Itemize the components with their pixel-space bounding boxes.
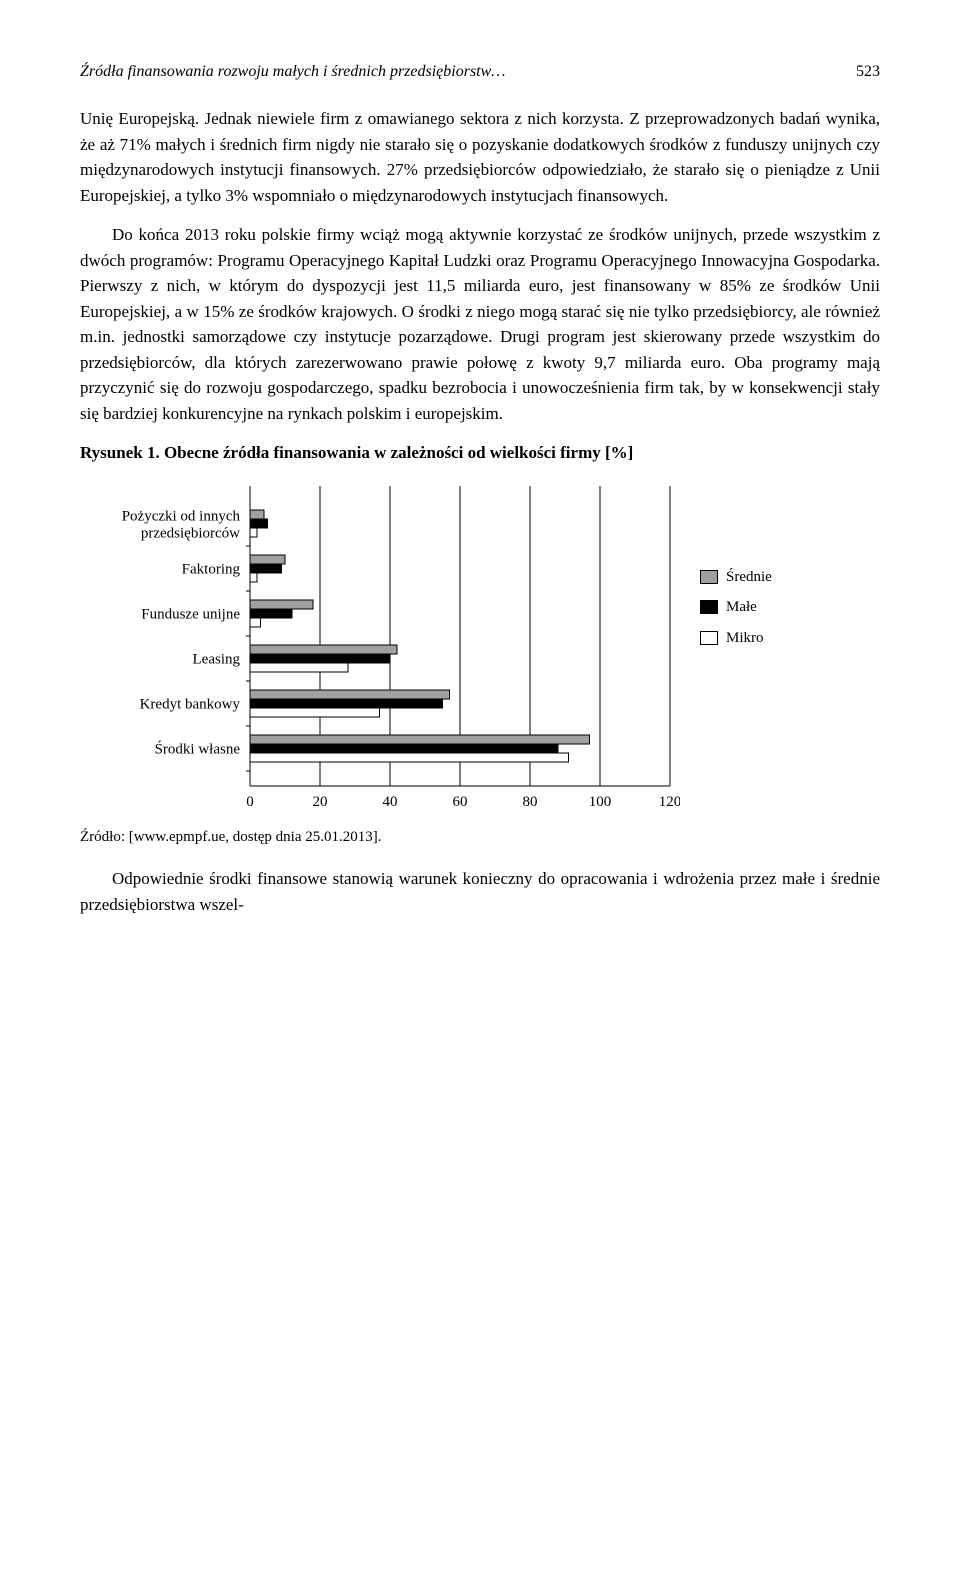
svg-text:80: 80 xyxy=(523,794,538,810)
svg-text:Leasing: Leasing xyxy=(193,651,241,667)
legend-swatch xyxy=(700,600,718,614)
figure-source: Źródło: [www.epmpf.ue, dostęp dnia 25.01… xyxy=(80,826,880,849)
page-number: 523 xyxy=(856,60,880,84)
legend-label: Średnie xyxy=(726,566,772,589)
running-title: Źródła finansowania rozwoju małych i śre… xyxy=(80,60,506,84)
body-paragraph: Unię Europejską. Jednak niewiele firm z … xyxy=(80,106,880,208)
legend-item: Mikro xyxy=(700,627,772,650)
legend-item: Małe xyxy=(700,596,772,619)
figure-title: Rysunek 1. Obecne źródła finansowania w … xyxy=(80,440,880,466)
svg-text:120: 120 xyxy=(659,794,680,810)
legend-swatch xyxy=(700,570,718,584)
svg-text:Środki własne: Środki własne xyxy=(155,740,241,757)
svg-text:60: 60 xyxy=(453,794,468,810)
svg-text:Fundusze unijne: Fundusze unijne xyxy=(141,606,240,622)
chart-container: 0 20 40 60 80 100 120 Pożyczki od innychprzedsi… xyxy=(80,476,880,816)
svg-text:100: 100 xyxy=(589,794,612,810)
legend-swatch xyxy=(700,631,718,645)
body-paragraph: Do końca 2013 roku polskie firmy wciąż m… xyxy=(80,222,880,426)
legend-label: Mikro xyxy=(726,627,764,650)
svg-text:0: 0 xyxy=(246,794,254,810)
svg-text:20: 20 xyxy=(313,794,328,810)
svg-text:przedsiębiorców: przedsiębiorców xyxy=(141,525,240,541)
svg-text:Pożyczki od innych: Pożyczki od innych xyxy=(122,508,241,524)
running-header: Źródła finansowania rozwoju małych i śre… xyxy=(80,60,880,84)
svg-text:Kredyt bankowy: Kredyt bankowy xyxy=(140,696,241,712)
body-paragraph: Odpowiednie środki finansowe stanowią wa… xyxy=(80,866,880,917)
chart-legend: Średnie Małe Mikro xyxy=(700,566,772,658)
svg-text:Faktoring: Faktoring xyxy=(182,561,241,577)
legend-item: Średnie xyxy=(700,566,772,589)
legend-label: Małe xyxy=(726,596,757,619)
svg-text:40: 40 xyxy=(383,794,398,810)
bar-chart: 0 20 40 60 80 100 120 Pożyczki od innychprzedsi… xyxy=(80,476,680,816)
